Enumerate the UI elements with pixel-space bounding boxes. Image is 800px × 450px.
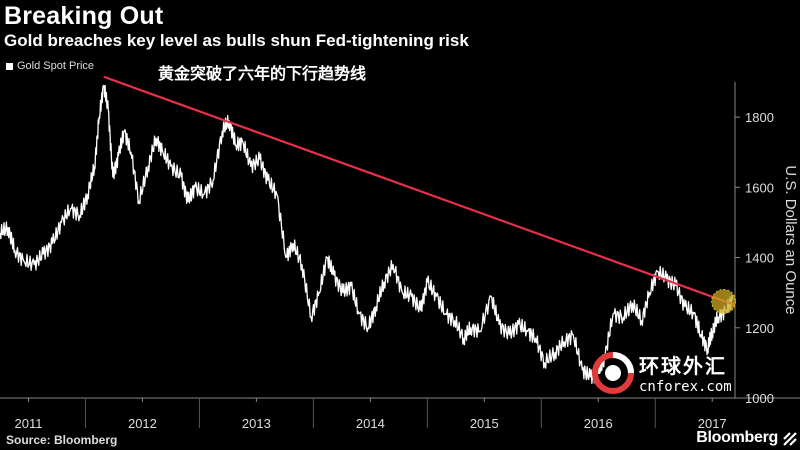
y-tick-label: 1200 [745,321,774,336]
x-tick-label: 2012 [128,416,157,431]
series-group [0,75,736,384]
legend: Gold Spot Price [6,60,94,72]
chart-title: Breaking Out [4,2,164,30]
watermark-text: 环球外汇 cnforex.com [639,350,732,395]
x-tick-label: 2016 [584,416,613,431]
gold-price-line [0,84,734,384]
x-tick-label: 2014 [356,416,385,431]
x-tick-label: 2011 [15,416,43,431]
y-tick-label: 1000 [745,391,774,406]
downtrend-line [103,75,736,306]
x-tick-label: 2017 [698,416,727,431]
cnforex-logo-icon [592,351,634,394]
y-tick-label: 1800 [745,110,774,125]
chinese-annotation: 黄金突破了六年的下行趋势线 [158,66,367,83]
y-tick-label: 1600 [745,180,774,195]
axes [0,82,800,399]
x-tick-label: 2015 [470,416,499,431]
annotation-marks [711,288,737,314]
y-axis-label: U.S. Dollars an Ounce [782,165,799,314]
legend-swatch [6,62,13,70]
bloomberg-brand: Bloomberg [696,429,778,446]
watermark: 环球外汇 cnforex.com [591,350,732,395]
source-note: Source: Bloomberg [6,433,118,447]
x-axis-ticks: 2011 2012 2013 2014 2015 2016 2017 [15,398,727,431]
chart-subtitle: Gold breaches key level as bulls shun Fe… [4,31,469,50]
watermark-chinese: 环球外汇 [639,356,727,378]
bloomberg-mark-icon [783,432,797,446]
y-axis-ticks: 1000 1200 1400 1600 1800 [735,110,774,406]
watermark-english: cnforex.com [639,379,732,395]
x-tick-label: 2013 [242,416,271,431]
breakout-highlight-circle [711,288,737,314]
y-tick-label: 1400 [745,251,774,266]
legend-label: Gold Spot Price [17,60,95,72]
